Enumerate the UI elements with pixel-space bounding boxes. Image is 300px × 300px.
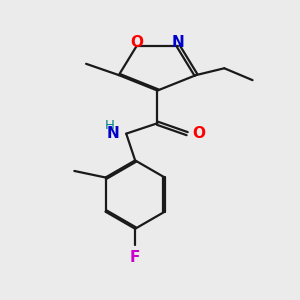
Text: H: H [105, 119, 115, 132]
Text: O: O [193, 126, 206, 141]
Text: N: N [107, 126, 120, 141]
Text: N: N [172, 35, 184, 50]
Text: F: F [130, 250, 140, 266]
Text: O: O [130, 35, 143, 50]
